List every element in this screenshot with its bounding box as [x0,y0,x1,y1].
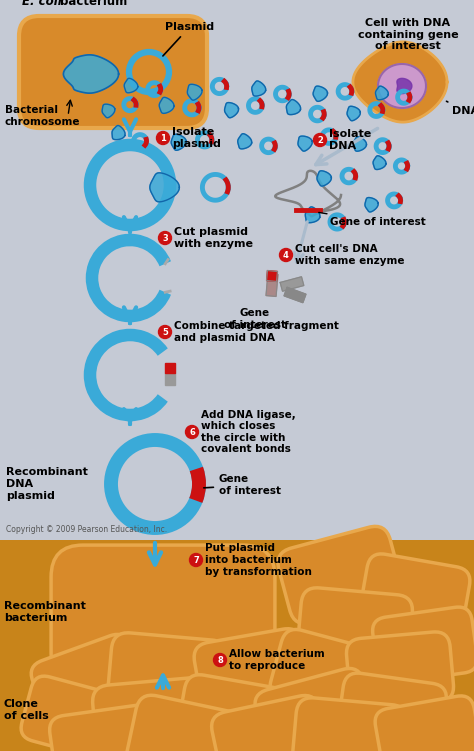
FancyBboxPatch shape [127,695,249,751]
Text: Gene of interest: Gene of interest [319,213,426,227]
Polygon shape [238,134,252,149]
FancyBboxPatch shape [270,629,390,722]
FancyBboxPatch shape [373,607,474,683]
Polygon shape [124,78,138,93]
Text: Add DNA ligase,
which closes
the circle with
covalent bonds: Add DNA ligase, which closes the circle … [201,409,296,454]
Polygon shape [102,104,115,118]
FancyBboxPatch shape [292,698,408,751]
Polygon shape [165,363,175,373]
FancyBboxPatch shape [337,673,447,751]
FancyBboxPatch shape [278,526,402,623]
Text: 3: 3 [162,234,168,243]
Polygon shape [397,78,412,94]
FancyBboxPatch shape [19,16,207,128]
Polygon shape [353,42,447,122]
FancyBboxPatch shape [50,705,160,751]
Polygon shape [305,207,320,223]
Text: Gene
of interest: Gene of interest [204,475,281,496]
Text: 2: 2 [317,136,323,145]
Circle shape [158,325,172,339]
Text: Bacterial
chromosome: Bacterial chromosome [5,105,81,127]
FancyBboxPatch shape [177,674,293,751]
Polygon shape [266,273,278,297]
Text: DNA: DNA [447,101,474,116]
Circle shape [185,426,199,439]
Text: Isolate
plasmid: Isolate plasmid [172,127,221,149]
Text: Plasmid: Plasmid [163,22,214,56]
FancyBboxPatch shape [375,696,474,751]
Polygon shape [313,86,328,101]
Circle shape [190,553,202,566]
Circle shape [158,231,172,245]
Circle shape [280,249,292,261]
Text: 4: 4 [283,251,289,260]
Polygon shape [284,288,306,303]
Text: Allow bacterium
to reproduce: Allow bacterium to reproduce [229,649,325,671]
Text: Recombinant
DNA
plasmid: Recombinant DNA plasmid [6,467,88,501]
FancyBboxPatch shape [346,632,454,708]
Text: 1: 1 [160,134,166,143]
Text: bacterium: bacterium [60,0,127,8]
Polygon shape [159,98,174,113]
Polygon shape [365,198,378,212]
FancyBboxPatch shape [194,629,310,715]
Text: Combine targeted fragment
and plasmid DNA: Combine targeted fragment and plasmid DN… [174,321,339,342]
Text: Put plasmid
into bacterium
by transformation: Put plasmid into bacterium by transforma… [205,544,312,577]
Text: 8: 8 [217,656,223,665]
Text: Gene
of interest: Gene of interest [224,308,286,330]
FancyBboxPatch shape [0,540,474,751]
Polygon shape [112,125,125,140]
Polygon shape [252,81,266,96]
FancyBboxPatch shape [0,0,474,540]
Text: 5: 5 [162,328,168,337]
Text: Isolate
DNA: Isolate DNA [329,129,371,151]
Polygon shape [266,270,277,282]
Polygon shape [187,84,202,100]
Polygon shape [347,107,360,121]
Text: Recombinant
bacterium: Recombinant bacterium [4,602,86,623]
Circle shape [213,653,227,666]
FancyBboxPatch shape [51,545,275,685]
Polygon shape [150,173,179,202]
FancyBboxPatch shape [21,676,129,751]
Polygon shape [353,137,366,151]
Polygon shape [375,86,388,100]
Circle shape [156,131,170,144]
Polygon shape [317,170,331,186]
FancyBboxPatch shape [31,635,145,728]
Text: 7: 7 [193,556,199,565]
FancyBboxPatch shape [360,554,470,636]
Circle shape [313,134,327,146]
FancyBboxPatch shape [108,633,228,717]
Text: Cut plasmid
with enzyme: Cut plasmid with enzyme [174,228,253,249]
Text: E. coli: E. coli [22,0,62,8]
Polygon shape [286,100,301,115]
Polygon shape [225,103,238,118]
Text: Cell with DNA
containing gene
of interest: Cell with DNA containing gene of interes… [358,18,458,51]
Polygon shape [298,136,312,151]
FancyBboxPatch shape [255,668,375,751]
Polygon shape [280,277,304,291]
Polygon shape [165,373,175,385]
Polygon shape [373,155,386,170]
Polygon shape [171,134,186,150]
Text: Cut cell's DNA
with same enzyme: Cut cell's DNA with same enzyme [295,244,404,266]
Polygon shape [64,55,118,93]
Text: Clone
of cells: Clone of cells [4,699,49,721]
Polygon shape [378,64,426,108]
FancyBboxPatch shape [92,678,211,751]
FancyBboxPatch shape [298,588,412,668]
Text: Copyright © 2009 Pearson Education, Inc.: Copyright © 2009 Pearson Education, Inc. [6,526,167,535]
Text: 6: 6 [189,428,195,437]
FancyBboxPatch shape [211,695,328,751]
